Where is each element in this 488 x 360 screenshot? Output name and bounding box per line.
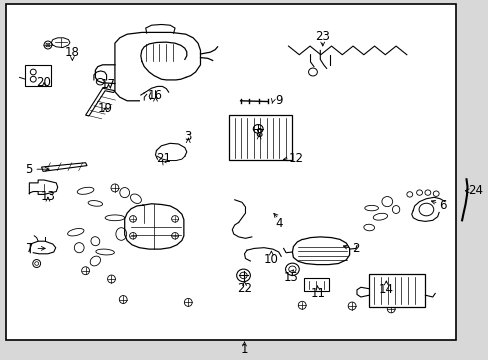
Text: 10: 10 — [264, 253, 278, 266]
Bar — [228, 115, 292, 160]
Text: 23: 23 — [315, 30, 329, 42]
Bar — [25, 65, 51, 86]
Text: 7: 7 — [25, 242, 33, 255]
Text: 24: 24 — [467, 184, 482, 197]
Text: 5: 5 — [24, 163, 32, 176]
Bar — [368, 274, 425, 307]
Text: 14: 14 — [378, 283, 393, 296]
Text: 13: 13 — [41, 190, 55, 203]
Polygon shape — [41, 163, 87, 171]
Text: 20: 20 — [37, 76, 51, 89]
Text: 6: 6 — [438, 199, 446, 212]
Text: 8: 8 — [255, 127, 263, 140]
Text: 11: 11 — [310, 287, 325, 300]
Text: 2: 2 — [351, 242, 359, 255]
Text: 19: 19 — [98, 102, 112, 114]
Text: 12: 12 — [288, 152, 303, 165]
Text: 4: 4 — [274, 217, 282, 230]
Text: 1: 1 — [240, 343, 248, 356]
Bar — [304, 278, 328, 291]
Text: 17: 17 — [101, 78, 116, 91]
Text: 3: 3 — [184, 130, 192, 143]
Text: 15: 15 — [283, 271, 298, 284]
Text: 18: 18 — [65, 46, 80, 59]
Text: 16: 16 — [148, 89, 163, 102]
Text: 9: 9 — [274, 94, 282, 107]
Text: 21: 21 — [156, 152, 171, 165]
Text: 22: 22 — [237, 282, 251, 294]
